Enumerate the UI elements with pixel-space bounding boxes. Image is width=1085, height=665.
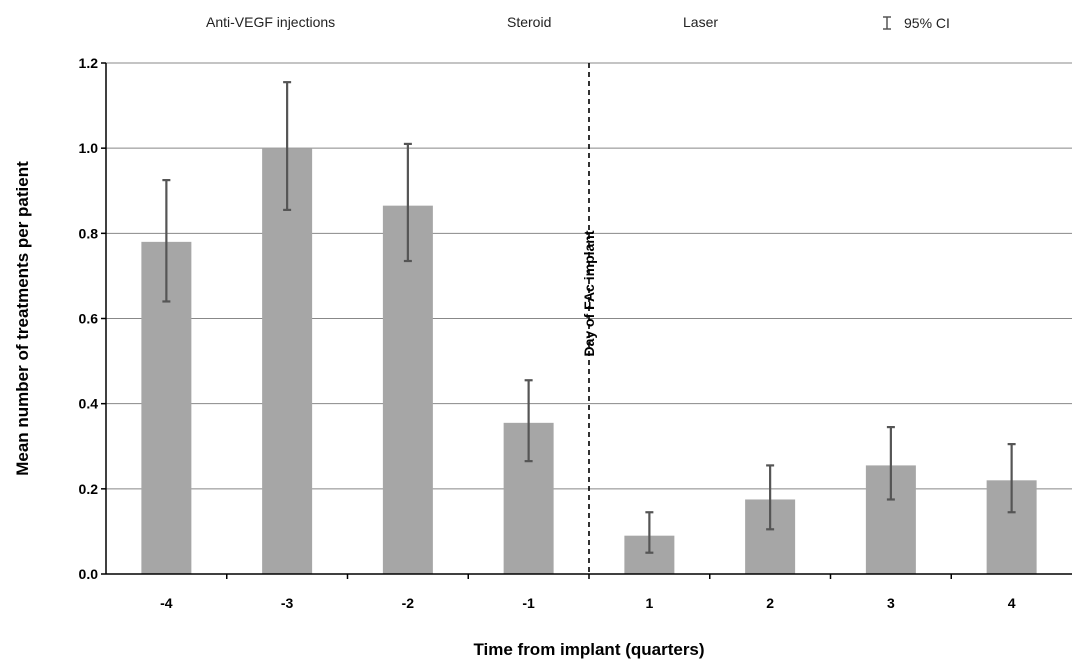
y-tick-label: 0.2 <box>79 481 99 497</box>
y-tick-label: 0.0 <box>79 566 99 582</box>
x-tick-label: 2 <box>766 595 774 611</box>
y-tick-label: 0.6 <box>79 311 99 327</box>
implant-reference-label: Day of FAc implant <box>581 230 597 356</box>
error-bars <box>162 81 1016 554</box>
y-axis-title: Mean number of treatments per patient <box>13 161 32 476</box>
y-tick-label: 0.8 <box>79 225 99 241</box>
legend-ci: 95% CI <box>878 14 950 32</box>
x-tick-label: 4 <box>1008 595 1016 611</box>
y-ticks: 0.0 0.2 0.4 0.6 0.8 1.0 1.2 <box>79 55 106 582</box>
legend-anti-vegf: Anti-VEGF injections <box>206 14 336 30</box>
x-tick-label: -4 <box>160 595 173 611</box>
legend-ci-label: 95% CI <box>904 15 950 31</box>
x-tick-label: -2 <box>402 595 415 611</box>
bar <box>382 205 433 574</box>
x-ticks: -4 -3 -2 -1 1 2 3 4 <box>160 574 1016 611</box>
legend-laser: Laser <box>683 14 719 30</box>
error-bar-icon <box>883 16 891 30</box>
y-tick-label: 0.4 <box>79 396 99 412</box>
x-tick-label: -1 <box>522 595 535 611</box>
x-tick-label: 3 <box>887 595 895 611</box>
x-tick-label: -3 <box>281 595 294 611</box>
y-tick-label: 1.2 <box>79 55 99 71</box>
x-axis-title: Time from implant (quarters) <box>473 640 704 659</box>
y-tick-label: 1.0 <box>79 140 99 156</box>
bar <box>262 148 313 574</box>
legend-steroid: Steroid <box>507 14 552 30</box>
x-tick-label: 1 <box>645 595 653 611</box>
